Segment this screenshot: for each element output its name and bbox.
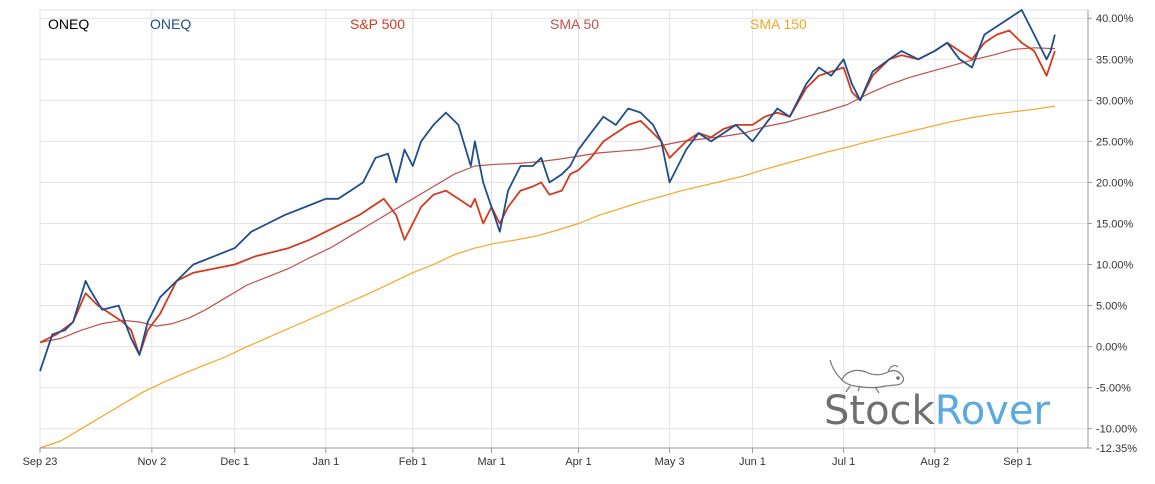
legend-item-sma50[interactable]: SMA 50 <box>550 16 599 32</box>
chart-legend: ONEQ ONEQ S&P 500 SMA 50 SMA 150 <box>48 16 807 32</box>
legend-item-oneq[interactable]: ONEQ <box>150 16 191 32</box>
series-line-sma-150 <box>39 105 1055 449</box>
y-tick-label: 15.00% <box>1096 218 1134 230</box>
x-tick-label: Dec 1 <box>220 456 249 468</box>
legend-item-sp500[interactable]: S&P 500 <box>350 16 405 32</box>
y-tick-label: 35.00% <box>1096 54 1134 66</box>
watermark-rover: Rover <box>935 388 1051 434</box>
y-tick-label: 40.00% <box>1096 13 1134 25</box>
chart-grid <box>39 9 1089 449</box>
chart-series <box>39 9 1056 449</box>
watermark-stock: Stock <box>824 388 936 434</box>
x-tick-label: Jun 1 <box>739 456 766 468</box>
svg-text:StockRover: StockRover <box>824 388 1050 434</box>
series-line-s-p-500 <box>39 29 1056 356</box>
x-tick-label: Aug 2 <box>920 456 949 468</box>
x-tick-label: Jul 1 <box>832 456 855 468</box>
y-tick-label: -5.00% <box>1096 383 1131 395</box>
y-tick-label: 0.00% <box>1096 342 1127 354</box>
x-tick-label: Nov 2 <box>137 456 166 468</box>
chart-title: ONEQ <box>48 16 89 32</box>
y-tick-label: 30.00% <box>1096 95 1134 107</box>
series-line-oneq <box>39 9 1056 372</box>
y-tick-label: 25.00% <box>1096 136 1134 148</box>
y-tick-label: 5.00% <box>1096 301 1127 313</box>
x-tick-label: Mar 1 <box>477 456 505 468</box>
y-tick-label: 10.00% <box>1096 260 1134 272</box>
y-tick-label: -10.00% <box>1096 424 1137 436</box>
dog-logo-icon <box>829 359 905 394</box>
y-tick-label: 20.00% <box>1096 177 1134 189</box>
x-tick-label: Feb 1 <box>399 456 427 468</box>
x-tick-label: Apr 1 <box>565 456 591 468</box>
stockrover-watermark: StockRover <box>824 359 1050 434</box>
x-tick-label: Jan 1 <box>312 456 339 468</box>
legend-item-sma150[interactable]: SMA 150 <box>750 16 807 32</box>
x-tick-label: Sep 23 <box>23 456 58 468</box>
y-tick-label: -12.35% <box>1096 443 1137 455</box>
x-tick-label: Sep 1 <box>1003 456 1032 468</box>
x-tick-label: May 3 <box>655 456 685 468</box>
chart-axes: 40.00% 35.00% 30.00% 25.00% 20.00% 15.00% 10.0… <box>23 10 1137 468</box>
